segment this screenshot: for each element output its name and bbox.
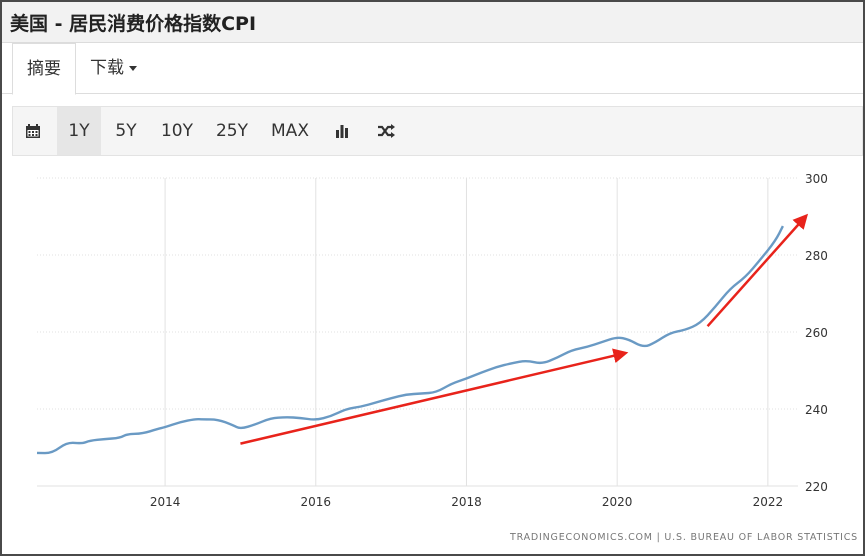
shuffle-icon xyxy=(378,124,395,138)
y-axis: 220 240 260 280 300 xyxy=(805,172,828,494)
series-line xyxy=(36,225,784,455)
cpi-line-chart: 220 240 260 280 300 2014 2016 2018 2020 2022 xyxy=(36,172,828,509)
tab-download-label: 下载 xyxy=(90,58,124,78)
calendar-icon xyxy=(26,124,40,138)
red-arrow-annotation xyxy=(706,213,809,328)
y-tick-label: 280 xyxy=(805,249,828,263)
annotations xyxy=(240,213,809,445)
chart-toolbar: 1Y 5Y 10Y 25Y MAX xyxy=(12,106,863,156)
bar-chart-icon xyxy=(336,125,348,138)
x-tick-label: 2014 xyxy=(150,495,181,509)
caret-down-icon xyxy=(129,65,137,71)
tab-summary-label: 摘要 xyxy=(27,59,61,79)
calendar-button[interactable] xyxy=(13,107,53,155)
y-tick-label: 300 xyxy=(805,172,828,186)
source-note: TRADINGECONOMICS.COM | U.S. BUREAU OF LA… xyxy=(510,532,858,543)
tab-summary[interactable]: 摘要 xyxy=(12,43,76,95)
red-arrow-annotation xyxy=(240,348,629,445)
range-1y-button[interactable]: 1Y xyxy=(57,107,101,155)
chart-type-button[interactable] xyxy=(327,107,357,155)
compare-button[interactable] xyxy=(371,107,401,155)
x-axis: 2014 2016 2018 2020 2022 xyxy=(150,495,783,509)
y-tick-label: 220 xyxy=(805,480,828,494)
tab-download[interactable]: 下载 xyxy=(90,43,137,93)
tab-bar: 摘要 下载 xyxy=(2,43,863,95)
x-tick-label: 2022 xyxy=(753,495,784,509)
range-25y-button[interactable]: 25Y xyxy=(215,121,249,141)
x-tick-label: 2018 xyxy=(451,495,482,509)
x-tick-label: 2020 xyxy=(602,495,633,509)
range-10y-button[interactable]: 10Y xyxy=(160,121,194,141)
range-5y-button[interactable]: 5Y xyxy=(115,121,137,141)
series-layer xyxy=(36,225,784,455)
range-max-button[interactable]: MAX xyxy=(271,121,309,141)
y-tick-label: 260 xyxy=(805,326,828,340)
y-tick-label: 240 xyxy=(805,403,828,417)
page-title: 美国 - 居民消费价格指数CPI xyxy=(10,13,257,35)
title-bar: 美国 - 居民消费价格指数CPI xyxy=(2,2,863,43)
x-tick-label: 2016 xyxy=(301,495,332,509)
grid xyxy=(37,177,798,487)
